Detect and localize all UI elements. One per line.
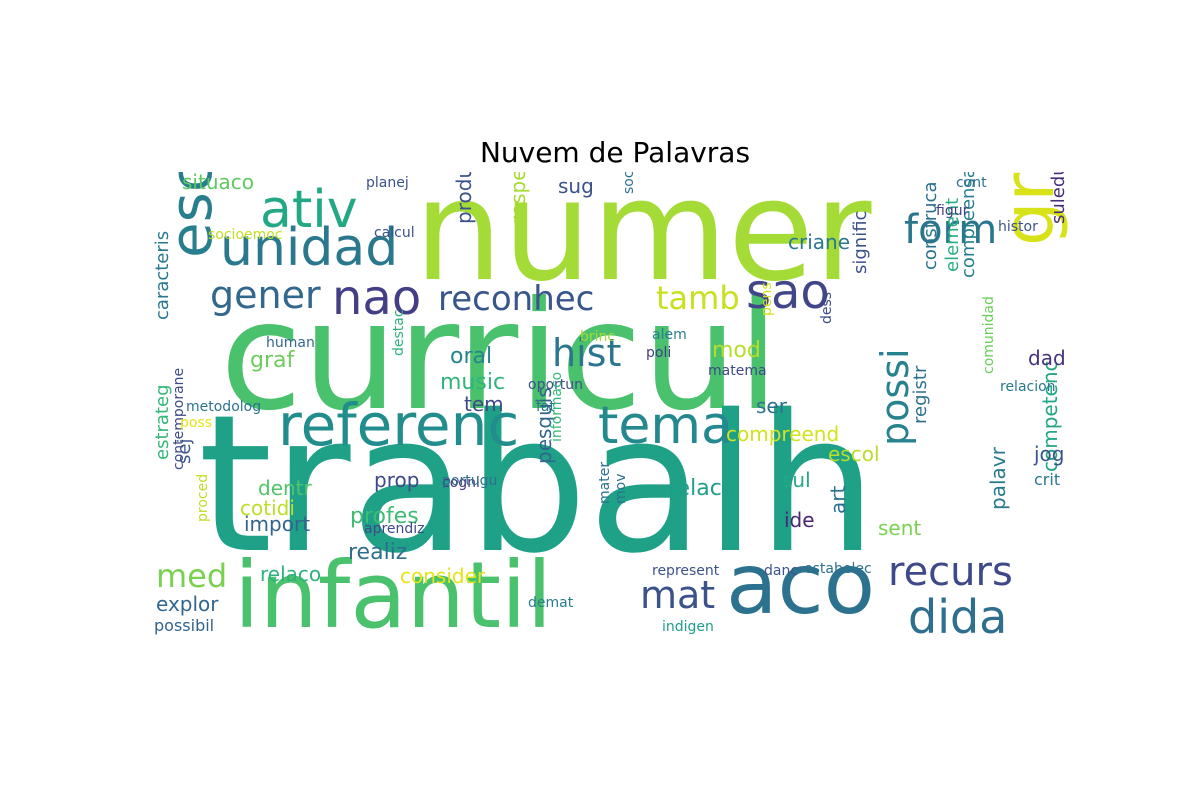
word-cloud: numercurricultrabalhinfantilacogrossrefe… bbox=[152, 172, 1072, 642]
word-fat: fat bbox=[536, 399, 555, 415]
word-calcul: calcul bbox=[374, 225, 415, 241]
word-alem: alem bbox=[652, 327, 687, 343]
word-compreend: compreend bbox=[726, 422, 840, 446]
word-crit: crit bbox=[1034, 470, 1061, 489]
word-possibil: possibil bbox=[154, 616, 215, 635]
word-cogni: cogni bbox=[442, 475, 480, 491]
word-destac: destac bbox=[391, 309, 407, 356]
word-caracteris: caracteris bbox=[152, 230, 173, 320]
word-pens: pens bbox=[759, 282, 775, 316]
word-relacion: relacion bbox=[1000, 379, 1056, 395]
word-dida: dida bbox=[908, 590, 1008, 642]
word-indigen: indigen bbox=[662, 619, 714, 635]
word-respeit: respeit bbox=[506, 172, 530, 224]
word-tamb: tamb bbox=[656, 279, 740, 317]
word-situaco: situaco bbox=[182, 172, 254, 194]
word-figur: figur bbox=[936, 203, 969, 219]
word-reconhec: reconhec bbox=[438, 279, 595, 319]
word-informaco: informaco bbox=[549, 371, 565, 442]
word-mov: mov bbox=[613, 473, 629, 505]
word-explor: explor bbox=[156, 592, 219, 616]
word-portugu: portugu bbox=[442, 473, 498, 489]
word-realiz: realiz bbox=[348, 540, 408, 565]
word-produz: produz bbox=[452, 172, 476, 224]
word-possi: possi bbox=[873, 348, 917, 446]
word-music: music bbox=[440, 370, 506, 395]
word-criane: criane bbox=[788, 230, 851, 254]
word-mater: mater bbox=[597, 461, 613, 504]
word-danc: danc bbox=[764, 563, 799, 579]
word-matema: matema bbox=[708, 363, 767, 379]
word-art: art bbox=[826, 485, 850, 514]
word-consider: consider bbox=[400, 564, 486, 588]
word-sent: sent bbox=[878, 516, 922, 540]
word-infantil: infantil bbox=[234, 542, 553, 642]
word-hist: hist bbox=[552, 331, 622, 375]
word-tema: tema bbox=[598, 396, 733, 456]
word-registr: registr bbox=[910, 365, 931, 424]
word-sociedad: sociedad bbox=[621, 172, 637, 194]
word-poli: poli bbox=[646, 345, 672, 361]
word-referenc: referenc bbox=[278, 391, 520, 459]
word-dentr: dentr bbox=[258, 476, 312, 500]
word-dess: dess bbox=[819, 291, 835, 324]
word-ide: ide bbox=[784, 508, 815, 532]
word-jog: jog bbox=[1034, 442, 1065, 466]
word-oral: oral bbox=[450, 344, 493, 369]
word-import: import bbox=[244, 512, 311, 536]
word-sug: sug bbox=[558, 174, 594, 198]
word-oportun: oportun bbox=[528, 377, 584, 393]
word-tem: tem bbox=[464, 392, 504, 416]
word-histor: histor bbox=[998, 219, 1038, 235]
word-socioemoc: socioemoc bbox=[208, 227, 283, 243]
word-planej: planej bbox=[366, 175, 409, 191]
word-form: form bbox=[904, 207, 998, 253]
word-cotidi: cotidi bbox=[240, 496, 295, 520]
word-mod: mod bbox=[712, 338, 761, 363]
word-ser: ser bbox=[756, 394, 787, 418]
word-estabelec: estabelec bbox=[804, 561, 872, 577]
word-sao: sao bbox=[746, 264, 830, 320]
word-recurs: recurs bbox=[888, 549, 1013, 595]
word-profes: profes bbox=[350, 504, 419, 529]
word-aprendiz: aprendiz bbox=[364, 521, 425, 537]
word-represent: represent bbox=[652, 563, 720, 579]
word-mat: mat bbox=[640, 573, 716, 617]
chart-title: Nuvem de Palavras bbox=[479, 136, 751, 169]
word-signific: signific bbox=[850, 210, 871, 274]
word-metodolog: metodolog bbox=[186, 399, 262, 415]
word-curricul: curricul bbox=[220, 270, 780, 444]
word-construca: construca bbox=[920, 181, 941, 271]
word-demat: demat bbox=[528, 595, 574, 611]
word-ativ: ativ bbox=[260, 180, 358, 240]
word-numer: numer bbox=[414, 172, 872, 313]
word-comunidad: comunidad bbox=[981, 296, 997, 374]
word-prop: prop bbox=[374, 468, 420, 492]
word-poss: poss bbox=[180, 415, 213, 431]
word-nao: nao bbox=[332, 270, 422, 326]
word-proced: proced bbox=[195, 473, 211, 522]
word-relaco: relaco bbox=[260, 562, 322, 586]
word-sul: sul bbox=[782, 468, 811, 492]
word-gener: gener bbox=[210, 273, 321, 317]
word-escol: escol bbox=[828, 442, 880, 466]
word-unidad: unidad bbox=[220, 218, 399, 278]
word-graf: graf bbox=[250, 348, 295, 373]
word-brinc: brinc bbox=[580, 329, 616, 345]
word-cont: cont bbox=[956, 175, 987, 191]
word-human: human bbox=[266, 335, 315, 351]
word-relaca: relaca bbox=[668, 476, 736, 501]
word-trabalh: trabalh bbox=[198, 374, 878, 595]
word-palavr: palavr bbox=[986, 447, 1010, 510]
word-suleducaca: suleducaca bbox=[1048, 172, 1069, 224]
word-aco: aco bbox=[726, 535, 876, 633]
word-dad: dad bbox=[1028, 346, 1066, 370]
word-med: med bbox=[156, 557, 228, 595]
word-estrateg: estrateg bbox=[152, 384, 173, 461]
